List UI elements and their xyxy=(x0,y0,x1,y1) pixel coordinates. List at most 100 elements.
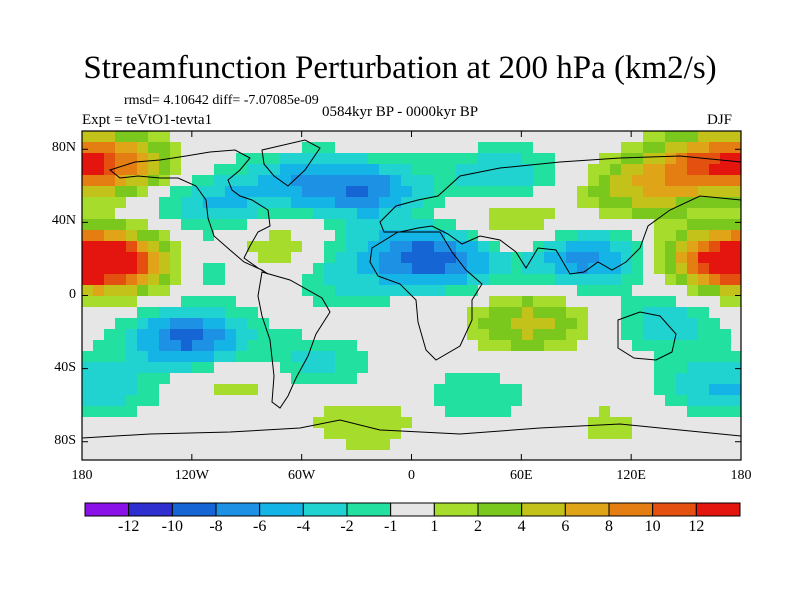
field-cell xyxy=(478,318,490,330)
field-cell xyxy=(555,131,567,143)
field-cell xyxy=(643,186,655,198)
field-cell xyxy=(654,362,666,374)
field-cell xyxy=(731,384,741,396)
field-cell xyxy=(676,439,688,451)
field-cell xyxy=(643,307,655,319)
field-cell xyxy=(401,175,413,187)
field-cell xyxy=(104,351,116,363)
field-cell xyxy=(181,307,193,319)
field-cell xyxy=(357,175,369,187)
field-cell xyxy=(214,208,226,220)
field-cell xyxy=(170,417,182,429)
field-cell xyxy=(533,417,545,429)
field-cell xyxy=(401,274,413,286)
field-cell xyxy=(500,252,512,264)
field-cell xyxy=(335,230,347,242)
field-cell xyxy=(203,252,215,264)
field-cell xyxy=(82,439,94,451)
field-cell xyxy=(467,351,479,363)
field-cell xyxy=(544,406,556,418)
field-cell xyxy=(676,340,688,352)
field-cell xyxy=(291,131,303,143)
field-cell xyxy=(434,230,446,242)
field-cell xyxy=(225,395,237,407)
field-cell xyxy=(346,406,358,418)
field-cell xyxy=(115,329,127,341)
field-cell xyxy=(148,307,160,319)
field-cell xyxy=(544,428,556,440)
field-cell xyxy=(192,219,204,231)
field-cell xyxy=(533,340,545,352)
field-cell xyxy=(533,252,545,264)
field-cell xyxy=(621,318,633,330)
field-cell xyxy=(588,131,600,143)
field-cell xyxy=(511,329,523,341)
field-cell xyxy=(159,208,171,220)
field-cell xyxy=(511,351,523,363)
field-cell xyxy=(412,241,424,253)
field-cell xyxy=(137,318,149,330)
field-cell xyxy=(313,241,325,253)
field-cell xyxy=(522,450,534,460)
field-cell xyxy=(544,384,556,396)
field-cell xyxy=(687,263,699,275)
field-cell xyxy=(445,175,457,187)
field-cell xyxy=(148,142,160,154)
field-cell xyxy=(302,131,314,143)
field-cell xyxy=(104,186,116,198)
field-cell xyxy=(412,197,424,209)
field-cell xyxy=(665,164,677,176)
x-tick-label: 180 xyxy=(730,468,752,483)
field-cell xyxy=(236,208,248,220)
field-cell xyxy=(170,362,182,374)
field-cell xyxy=(335,153,347,165)
field-cell xyxy=(115,384,127,396)
field-cell xyxy=(335,164,347,176)
field-cell xyxy=(302,395,314,407)
field-cell xyxy=(665,142,677,154)
field-cell xyxy=(214,384,226,396)
field-cell xyxy=(665,307,677,319)
x-tick-label: 60E xyxy=(510,468,533,483)
field-cell xyxy=(522,208,534,220)
field-cell xyxy=(412,252,424,264)
field-cell xyxy=(93,230,105,242)
field-cell xyxy=(401,153,413,165)
field-cell xyxy=(588,406,600,418)
field-cell xyxy=(588,351,600,363)
field-cell xyxy=(522,318,534,330)
field-cell xyxy=(434,351,446,363)
field-cell xyxy=(93,197,105,209)
field-cell xyxy=(346,329,358,341)
field-cell xyxy=(214,241,226,253)
field-cell xyxy=(731,406,741,418)
field-cell xyxy=(434,395,446,407)
field-cell xyxy=(665,362,677,374)
field-cell xyxy=(159,142,171,154)
field-cell xyxy=(698,439,710,451)
field-cell xyxy=(731,351,741,363)
field-cell xyxy=(247,241,259,253)
field-cell xyxy=(368,439,380,451)
field-cell xyxy=(489,439,501,451)
field-cell xyxy=(555,340,567,352)
field-cell xyxy=(709,164,721,176)
field-cell xyxy=(170,395,182,407)
field-cell xyxy=(159,329,171,341)
field-cell xyxy=(148,164,160,176)
field-cell xyxy=(280,395,292,407)
field-cell xyxy=(170,439,182,451)
field-cell xyxy=(478,263,490,275)
field-cell xyxy=(423,362,435,374)
field-cell xyxy=(610,351,622,363)
field-cell xyxy=(566,417,578,429)
field-cell xyxy=(610,406,622,418)
field-cell xyxy=(588,450,600,460)
field-cell xyxy=(258,318,270,330)
field-cell xyxy=(665,153,677,165)
field-cell xyxy=(269,417,281,429)
field-cell xyxy=(357,186,369,198)
field-cell xyxy=(533,373,545,385)
field-cell xyxy=(621,329,633,341)
field-cell xyxy=(621,395,633,407)
